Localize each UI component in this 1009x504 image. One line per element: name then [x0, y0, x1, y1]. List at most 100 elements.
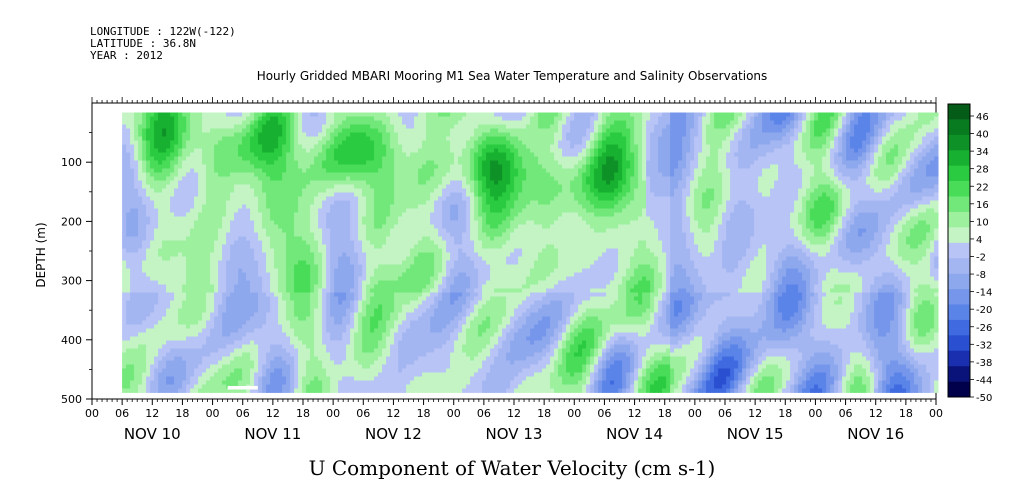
heatmap-cell — [174, 376, 179, 381]
heatmap-cell — [374, 248, 379, 253]
heatmap-cell — [254, 268, 259, 273]
heatmap-cell — [390, 276, 395, 281]
heatmap-cell — [314, 276, 319, 281]
heatmap-cell — [298, 300, 303, 305]
heatmap-cell — [242, 320, 247, 325]
heatmap-cell — [250, 168, 255, 173]
heatmap-cell — [182, 132, 187, 137]
heatmap-cell — [318, 180, 323, 185]
heatmap-cell — [314, 228, 319, 233]
heatmap-cell — [134, 364, 139, 369]
heatmap-cell — [174, 236, 179, 241]
heatmap-cell — [166, 384, 171, 389]
heatmap-cell — [402, 148, 407, 153]
heatmap-cell — [230, 116, 235, 121]
heatmap-cell — [218, 268, 223, 273]
heatmap-cell — [182, 216, 187, 221]
heatmap-cell — [310, 288, 315, 293]
heatmap-cell — [378, 132, 383, 137]
heatmap-cell — [370, 112, 375, 117]
heatmap-cell — [402, 276, 407, 281]
heatmap-cell — [186, 192, 191, 197]
heatmap-cell — [190, 120, 195, 125]
heatmap-cell — [346, 284, 351, 289]
heatmap-cell — [266, 148, 271, 153]
heatmap-cell — [174, 124, 179, 129]
heatmap-cell — [186, 256, 191, 261]
heatmap-cell — [262, 136, 267, 141]
heatmap-cell — [294, 196, 299, 201]
heatmap-cell — [406, 132, 411, 137]
heatmap-cell — [186, 208, 191, 213]
heatmap-cell — [398, 356, 403, 361]
heatmap-cell — [182, 160, 187, 165]
heatmap-cell — [294, 168, 299, 173]
heatmap-cell — [290, 212, 295, 217]
heatmap-cell — [278, 236, 283, 241]
heatmap-cell — [406, 140, 411, 145]
heatmap-cell — [338, 348, 343, 353]
heatmap-cell — [238, 388, 243, 393]
heatmap-cell — [138, 352, 143, 357]
heatmap-cell — [342, 300, 347, 305]
heatmap-cell — [334, 380, 339, 385]
heatmap-cell — [182, 280, 187, 285]
heatmap-cell — [186, 268, 191, 273]
heatmap-cell — [150, 152, 155, 157]
heatmap-cell — [162, 364, 167, 369]
heatmap-cell — [170, 356, 175, 361]
heatmap-cell — [370, 140, 375, 145]
heatmap-cell — [346, 328, 351, 333]
heatmap-cell — [354, 260, 359, 265]
heatmap-cell — [218, 372, 223, 377]
heatmap-cell — [158, 284, 163, 289]
heatmap-cell — [186, 232, 191, 237]
heatmap-cell — [194, 388, 199, 393]
heatmap-cell — [378, 252, 383, 257]
heatmap-cell — [310, 336, 315, 341]
heatmap-cell — [270, 244, 275, 249]
heatmap-cell — [354, 344, 359, 349]
heatmap-cell — [358, 352, 363, 357]
heatmap-cell — [338, 388, 343, 393]
heatmap-cell — [214, 120, 219, 125]
heatmap-cell — [398, 112, 403, 117]
heatmap-cell — [162, 356, 167, 361]
heatmap-cell — [234, 244, 239, 249]
heatmap-cell — [258, 372, 263, 377]
heatmap-cell — [298, 308, 303, 313]
heatmap-cell — [170, 176, 175, 181]
heatmap-cell — [134, 140, 139, 145]
heatmap-cell — [198, 288, 203, 293]
heatmap-cell — [222, 336, 227, 341]
heatmap-cell — [290, 168, 295, 173]
heatmap-cell — [194, 136, 199, 141]
heatmap-cell — [354, 308, 359, 313]
heatmap-cell — [346, 332, 351, 337]
heatmap-cell — [274, 244, 279, 249]
heatmap-cell — [386, 152, 391, 157]
heatmap-cell — [202, 304, 207, 309]
heatmap-cell — [122, 376, 127, 381]
heatmap-cell — [194, 384, 199, 389]
heatmap-cell — [230, 312, 235, 317]
heatmap-cell — [222, 348, 227, 353]
heatmap-cell — [174, 328, 179, 333]
heatmap-cell — [226, 156, 231, 161]
heatmap-cell — [234, 328, 239, 333]
heatmap-cell — [126, 260, 131, 265]
heatmap-cell — [306, 144, 311, 149]
heatmap-cell — [286, 140, 291, 145]
heatmap-cell — [342, 148, 347, 153]
heatmap-cell — [322, 332, 327, 337]
heatmap-cell — [206, 232, 211, 237]
heatmap-cell — [362, 292, 367, 297]
heatmap-cell — [302, 316, 307, 321]
heatmap-cell — [134, 236, 139, 241]
heatmap-cell — [210, 332, 215, 337]
heatmap-cell — [282, 120, 287, 125]
heatmap-cell — [234, 132, 239, 137]
heatmap-cell — [214, 276, 219, 281]
heatmap-cell — [222, 356, 227, 361]
heatmap-cell — [254, 368, 259, 373]
